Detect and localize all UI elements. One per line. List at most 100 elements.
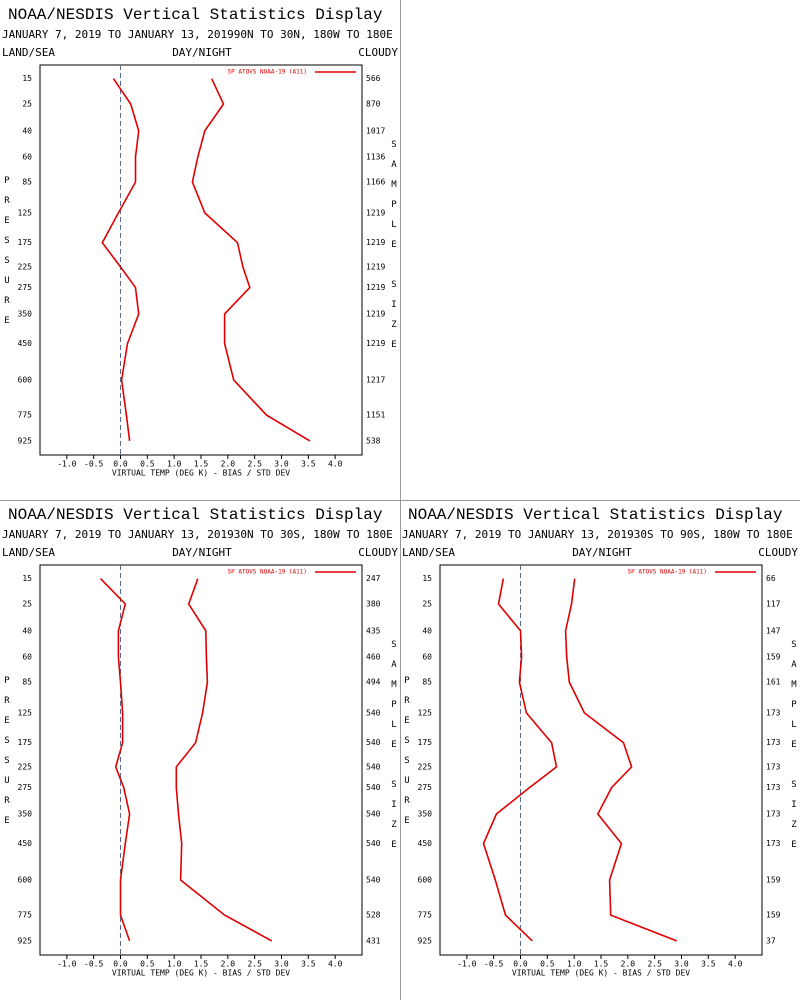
- x-tick-label: 4.0: [328, 460, 343, 469]
- x-tick-label: 1.5: [594, 960, 609, 969]
- pressure-label: 350: [18, 309, 33, 318]
- sample-size-label: 247: [366, 574, 381, 583]
- sample-size-label: 1017: [366, 126, 385, 135]
- pressure-label: 450: [18, 839, 33, 848]
- pressure-label: 925: [418, 936, 433, 945]
- sample-size-label: 460: [366, 652, 381, 661]
- sample-size-label: 37: [766, 936, 776, 945]
- day-night-label: DAY/NIGHT: [572, 546, 632, 559]
- x-tick-label: 3.5: [701, 960, 716, 969]
- x-tick-label: 1.5: [194, 460, 209, 469]
- pressure-label: 225: [18, 762, 33, 771]
- sample-size-label: 1219: [366, 208, 385, 217]
- x-tick-label: -1.0: [57, 960, 76, 969]
- chart-title: NOAA/NESDIS Vertical Statistics Display: [8, 506, 383, 524]
- sample-size-label: 173: [766, 783, 781, 792]
- pressure-label: 275: [418, 783, 433, 792]
- x-tick-label: 0.5: [140, 460, 155, 469]
- chart-panel: NOAA/NESDIS Vertical Statistics Display J…: [400, 500, 800, 1000]
- chart: NOAA/NESDIS Vertical Statistics Display J…: [402, 506, 798, 977]
- x-tick-label: 3.0: [274, 960, 289, 969]
- pressure-label: 225: [418, 762, 433, 771]
- sample-size-label: 435: [366, 626, 381, 635]
- pressure-label: 40: [22, 626, 32, 635]
- pressure-label: 25: [22, 599, 32, 608]
- chart: NOAA/NESDIS Vertical Statistics Display J…: [2, 506, 398, 978]
- sample-size-label: 538: [366, 436, 381, 445]
- sample-size-label: 528: [366, 911, 381, 920]
- pressure-label: 175: [18, 238, 33, 247]
- pressure-label: 15: [22, 74, 32, 83]
- pressure-label: 600: [18, 375, 33, 384]
- bias-line: [100, 578, 131, 942]
- cloudy-label: CLOUDY: [758, 546, 798, 559]
- chart-panel: NOAA/NESDIS Vertical Statistics Display J…: [0, 500, 400, 1000]
- pressure-label: 275: [18, 283, 33, 292]
- x-tick-label: 1.0: [167, 960, 182, 969]
- pressure-label: 15: [422, 574, 432, 583]
- y-axis-label: PRESSURE: [402, 676, 412, 836]
- sample-size-label: 1151: [366, 411, 385, 420]
- x-tick-label: 2.5: [647, 960, 662, 969]
- sample-size-label: 1217: [366, 375, 385, 384]
- sample-size-label: 540: [366, 762, 381, 771]
- pressure-label: 60: [22, 152, 32, 161]
- sample-size-label: 494: [366, 678, 381, 687]
- sample-size-label: 173: [766, 839, 781, 848]
- sample-size-label: 1166: [366, 178, 385, 187]
- y-axis-label: PRESSURE: [2, 176, 12, 336]
- sample-size-label: 380: [366, 599, 381, 608]
- pressure-label: 25: [422, 599, 432, 608]
- pressure-label: 775: [418, 911, 433, 920]
- x-tick-label: -0.5: [484, 960, 503, 969]
- sample-size-label: 1136: [366, 152, 385, 161]
- pressure-label: 925: [18, 436, 33, 445]
- sample-size-label: 159: [766, 911, 781, 920]
- x-tick-label: 2.0: [221, 960, 236, 969]
- x-axis-label: VIRTUAL TEMP (DEG K) - BIAS / STD DEV: [112, 969, 290, 978]
- bias-line: [482, 578, 558, 942]
- sample-size-label: 540: [366, 738, 381, 747]
- sample-size-label: 540: [366, 875, 381, 884]
- x-tick-label: -0.5: [84, 460, 103, 469]
- land-sea-label: LAND/SEA: [2, 546, 55, 559]
- x-tick-label: 2.0: [621, 960, 636, 969]
- pressure-label: 450: [418, 839, 433, 848]
- x-tick-label: 1.0: [567, 960, 582, 969]
- pressure-label: 40: [422, 626, 432, 635]
- sample-size-label: 540: [366, 809, 381, 818]
- x-axis-label: VIRTUAL TEMP (DEG K) - BIAS / STD DEV: [112, 469, 290, 478]
- subtitle: JANUARY 7, 2019 TO JANUARY 13, 201930S T…: [402, 528, 793, 541]
- pressure-label: 125: [18, 708, 33, 717]
- bias-line: [101, 78, 140, 441]
- x-tick-label: 2.0: [221, 460, 236, 469]
- sample-size-label: 540: [366, 708, 381, 717]
- pressure-label: 225: [18, 262, 33, 271]
- sample-size-label: 173: [766, 708, 781, 717]
- std-dev-line: [564, 578, 677, 942]
- pressure-label: 85: [22, 178, 32, 187]
- sample-size-label: 1219: [366, 238, 385, 247]
- sample-size-label: 540: [366, 783, 381, 792]
- pressure-label: 85: [22, 678, 32, 687]
- pressure-label: 175: [418, 738, 433, 747]
- x-tick-label: 0.5: [140, 960, 155, 969]
- sample-size-label: 173: [766, 809, 781, 818]
- x-tick-label: -1.0: [457, 960, 476, 969]
- x-tick-label: 0.0: [113, 960, 128, 969]
- cloudy-label: CLOUDY: [358, 546, 398, 559]
- land-sea-label: LAND/SEA: [2, 46, 55, 59]
- plot-frame: [439, 564, 763, 956]
- x-tick-label: -1.0: [57, 460, 76, 469]
- pressure-label: 350: [418, 809, 433, 818]
- pressure-label: 925: [18, 936, 33, 945]
- chart: NOAA/NESDIS Vertical Statistics Display J…: [2, 6, 398, 478]
- sample-size-label: 161: [766, 678, 781, 687]
- day-night-label: DAY/NIGHT: [172, 546, 232, 559]
- sample-size-label: 159: [766, 652, 781, 661]
- y2-axis-label: SAMPLE SIZE: [389, 640, 399, 860]
- land-sea-label: LAND/SEA: [402, 546, 455, 559]
- pressure-label: 600: [418, 875, 433, 884]
- cloudy-label: CLOUDY: [358, 46, 398, 59]
